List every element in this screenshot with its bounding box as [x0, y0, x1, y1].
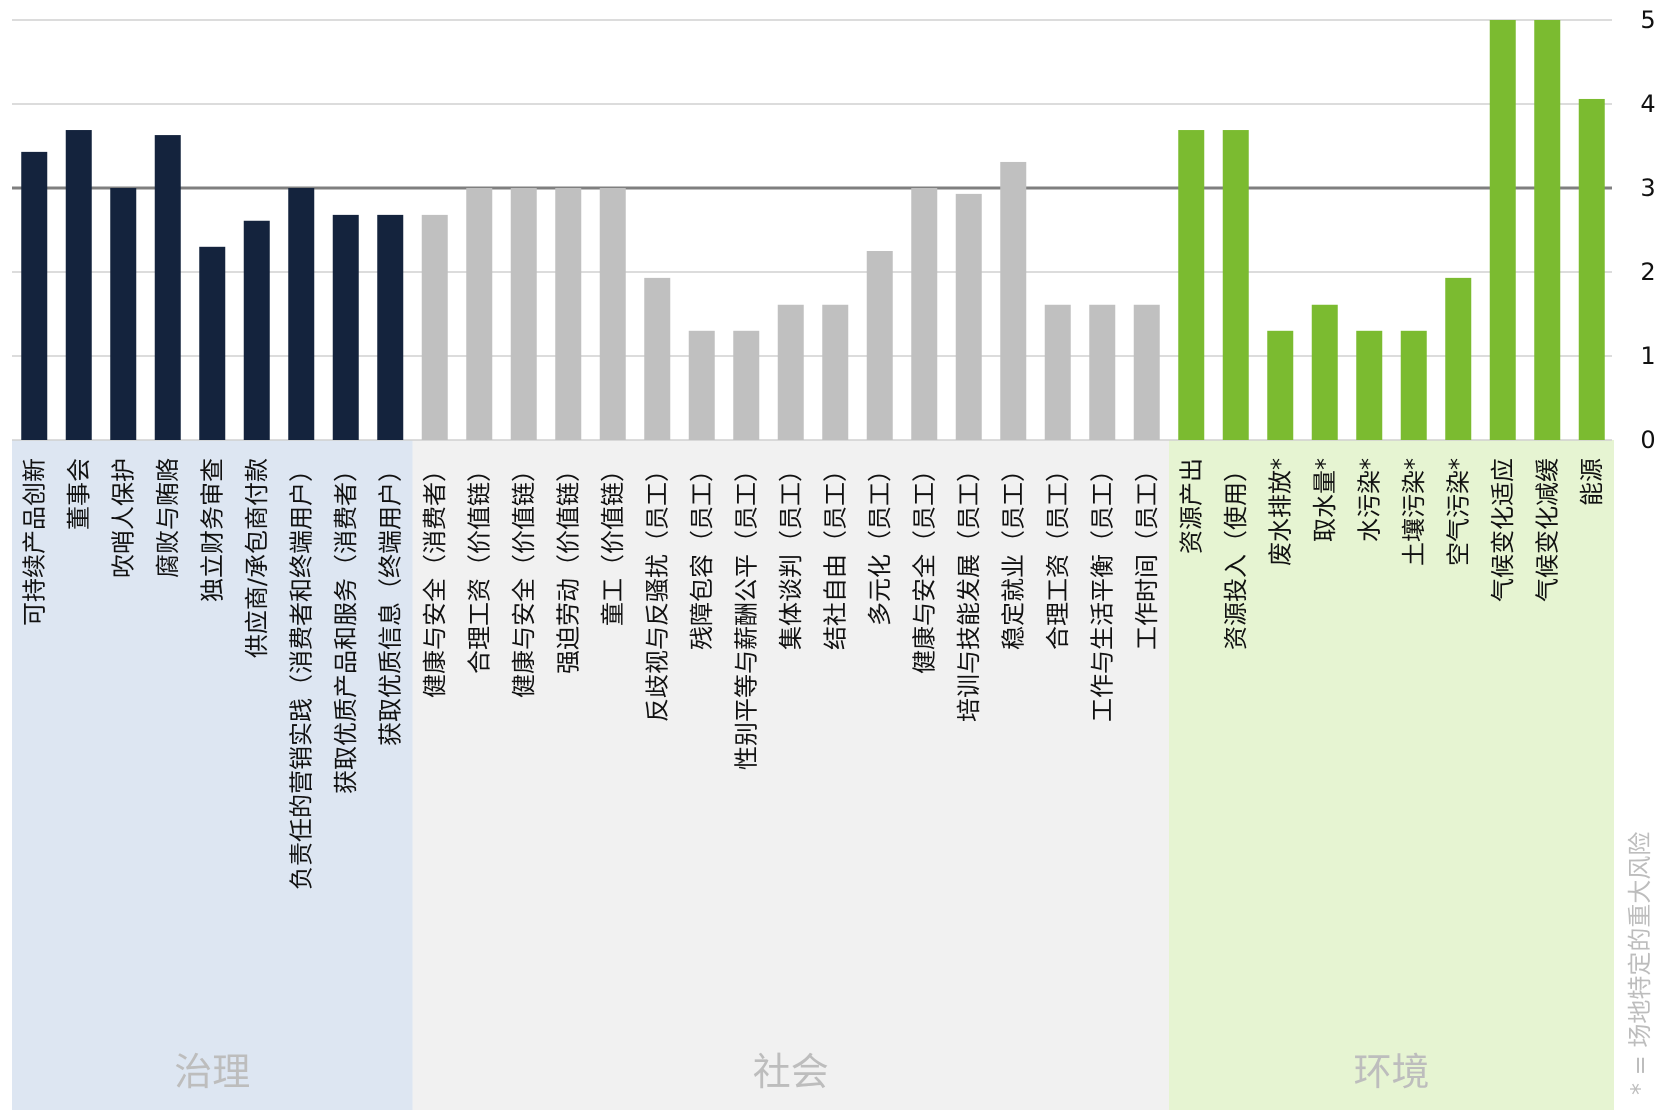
- bar: [1134, 305, 1160, 440]
- bar: [911, 188, 937, 440]
- group-label-0: 治理: [174, 1050, 250, 1094]
- y-tick-label: 3: [1640, 174, 1655, 202]
- bar: [288, 188, 314, 440]
- bar: [1312, 305, 1338, 440]
- y-tick-label: 4: [1640, 90, 1655, 118]
- y-tick-label: 1: [1640, 342, 1655, 370]
- bar: [1089, 305, 1115, 440]
- bar: [511, 188, 537, 440]
- bar: [199, 247, 225, 440]
- bar: [1178, 130, 1204, 440]
- bar: [466, 188, 492, 440]
- category-label: 废水排放*: [1266, 458, 1294, 566]
- y-axis-ticks: 0 1 2 3 4 5: [1640, 6, 1655, 454]
- bar: [333, 215, 359, 440]
- category-label: 资源产出: [1177, 458, 1205, 554]
- group-label-1: 社会: [753, 1050, 829, 1094]
- category-label: 稳定就业（员工）: [999, 458, 1027, 650]
- bar: [1045, 305, 1071, 440]
- category-label: 培训与技能发展（员工）: [955, 458, 983, 722]
- category-label: 供应商/承包商付款: [243, 458, 271, 658]
- bar: [1000, 162, 1026, 440]
- category-label: 可持续产品创新: [20, 458, 48, 626]
- bars: [21, 20, 1605, 440]
- category-label: 性别平等与薪酬公平（员工）: [732, 458, 760, 770]
- bar: [1223, 130, 1249, 440]
- category-label: 气候变化减缓: [1533, 458, 1561, 602]
- category-label: 负责任的营销实践（消费者和终端用户）: [287, 458, 315, 890]
- category-label: 残障包容（员工）: [688, 458, 716, 650]
- category-label: 腐败与贿赂: [154, 458, 182, 578]
- bar: [1401, 331, 1427, 440]
- bar: [1490, 20, 1516, 440]
- bar: [1579, 99, 1605, 440]
- footnote: * = 场地特定的重大风险: [1626, 832, 1654, 1095]
- bar: [66, 130, 92, 440]
- bar: [1445, 278, 1471, 440]
- bar: [110, 188, 136, 440]
- category-label: 结社自由（员工）: [821, 458, 849, 650]
- bar: [956, 194, 982, 440]
- category-label: 获取优质产品和服务（消费者）: [332, 458, 360, 794]
- bar: [644, 278, 670, 440]
- category-label: 土壤污染*: [1400, 458, 1428, 566]
- bar: [422, 215, 448, 440]
- category-label: 健康与安全（消费者）: [421, 458, 449, 698]
- bar: [733, 331, 759, 440]
- category-label: 独立财务审查: [198, 458, 226, 602]
- y-tick-label: 2: [1640, 258, 1655, 286]
- category-label: 强迫劳动（价值链）: [554, 458, 582, 674]
- category-label: 合理工资（员工）: [1044, 458, 1072, 650]
- category-label: 合理工资（价值链）: [465, 458, 493, 674]
- bar: [21, 152, 47, 440]
- bar: [867, 251, 893, 440]
- category-label: 获取优质信息（终端用户）: [376, 458, 404, 746]
- bar: [555, 188, 581, 440]
- category-label: 健康与安全（价值链）: [510, 458, 538, 698]
- bar: [244, 221, 270, 440]
- bar: [1534, 20, 1560, 440]
- bar: [778, 305, 804, 440]
- category-label: 工作时间（员工）: [1133, 458, 1161, 650]
- category-label: 取水量*: [1311, 458, 1339, 542]
- y-tick-label: 0: [1640, 426, 1655, 454]
- bar: [822, 305, 848, 440]
- bar: [155, 135, 181, 440]
- category-label: 集体谈判（员工）: [777, 458, 805, 650]
- bar: [377, 215, 403, 440]
- y-tick-label: 5: [1640, 6, 1655, 34]
- bar: [600, 188, 626, 440]
- bar: [1356, 331, 1382, 440]
- category-label: 反歧视与反骚扰（员工）: [643, 458, 671, 722]
- category-label: 董事会: [65, 458, 93, 530]
- category-label: 资源投入（使用）: [1222, 458, 1250, 650]
- category-label: 健康与安全（员工）: [910, 458, 938, 674]
- category-label: 气候变化适应: [1489, 458, 1517, 602]
- category-label: 童工（价值链）: [599, 458, 627, 626]
- category-label: 工作与生活平衡（员工）: [1088, 458, 1116, 722]
- bar: [1267, 331, 1293, 440]
- group-label-2: 环境: [1353, 1050, 1429, 1094]
- category-label: 能源: [1578, 458, 1606, 506]
- bar: [689, 331, 715, 440]
- category-label: 水污染*: [1355, 458, 1383, 542]
- category-label: 吹哨人保护: [109, 458, 137, 578]
- category-label: 多元化（员工）: [866, 458, 894, 626]
- category-label: 空气污染*: [1444, 458, 1472, 566]
